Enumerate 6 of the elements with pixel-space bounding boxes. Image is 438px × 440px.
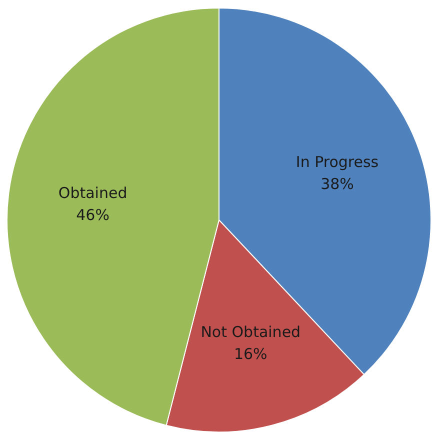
data-label: 16% (234, 345, 268, 364)
slice-label: Not Obtained (200, 323, 301, 342)
slice-label: Obtained (58, 184, 128, 202)
slice-label: In Progress (296, 153, 379, 172)
data-label: 38% (320, 175, 354, 194)
data-label: 46% (76, 206, 110, 224)
